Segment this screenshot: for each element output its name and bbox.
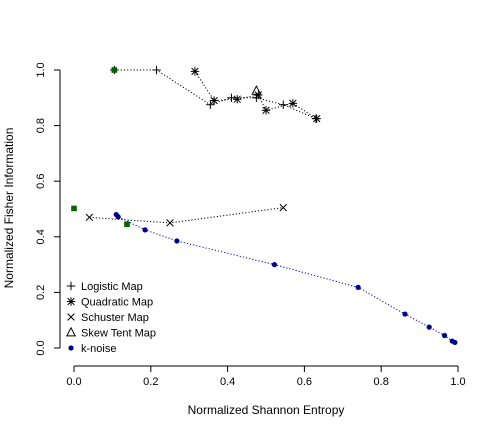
green-square-point [71, 205, 77, 212]
legend-marker [66, 281, 76, 291]
legend-marker [66, 297, 76, 306]
quadratic-map-point [288, 99, 298, 108]
data-points [71, 65, 458, 346]
k-noise-point [142, 227, 148, 233]
quadratic-map-point [312, 114, 321, 123]
axes: 0.0 0.2 0.4 0.6 0.8 1.0 0.0 0.2 0.4 0.6 0.8 1.0 [35, 62, 466, 388]
legend-label: Logistic Map [81, 281, 143, 293]
k-noise-point [441, 332, 448, 339]
schuster-map-point [166, 219, 174, 227]
y-tick-label: 0.4 [35, 229, 47, 244]
logistic-map-point [152, 65, 161, 75]
quadratic-map-point [209, 96, 219, 105]
y-tick-label: 0.8 [35, 118, 47, 133]
green-square-point [111, 67, 118, 73]
y-axis-label: Normalized Fisher Information [2, 128, 16, 289]
legend-marker [65, 326, 77, 337]
x-tick-label: 0.8 [374, 376, 389, 388]
k-noise-point [355, 284, 361, 290]
skew-tent-map-point [251, 85, 262, 95]
legend-label: k-noise [81, 343, 116, 355]
x-axis-label: Normalized Shannon Entropy [188, 403, 345, 417]
x-tick-label: 0.4 [220, 376, 235, 388]
x-tick-label: 1.0 [450, 376, 465, 388]
logistic-map-point [206, 100, 215, 109]
logistic-map-point [279, 100, 288, 109]
logistic-map-point [227, 93, 236, 102]
x-tick-label: 0.0 [66, 376, 81, 388]
y-tick-label: 0.0 [35, 340, 47, 355]
quadratic-map-point [261, 106, 271, 115]
k-noise-point [452, 339, 458, 346]
legend-label: Skew Tent Map [81, 328, 156, 340]
k-noise-point [426, 324, 432, 330]
legend-marker [67, 313, 75, 321]
k-noise-point [271, 262, 278, 268]
k-noise-point [115, 214, 121, 220]
quadratic-map-point [254, 90, 263, 100]
legend-label: Schuster Map [81, 312, 149, 324]
y-tick-label: 0.2 [35, 285, 47, 300]
quadratic-map-point [233, 94, 242, 104]
x-tick-label: 0.2 [143, 376, 158, 388]
x-tick-label: 0.6 [297, 376, 312, 388]
y-tick-label: 0.6 [35, 174, 47, 189]
k-noise-line [115, 214, 456, 343]
schuster-map-point [85, 213, 94, 222]
quadratic-map-point [190, 67, 200, 76]
green-square-point [124, 221, 130, 228]
y-tick-label: 1.0 [35, 62, 47, 77]
legend: Logistic Map Quadratic Map Schuster Map Ske… [65, 281, 156, 355]
k-noise-point [402, 311, 408, 317]
schuster-map-point [279, 203, 287, 212]
logistic-map-line [114, 69, 317, 120]
legend-marker [68, 345, 74, 351]
k-noise-point [174, 238, 180, 244]
legend-label: Quadratic Map [81, 297, 153, 309]
